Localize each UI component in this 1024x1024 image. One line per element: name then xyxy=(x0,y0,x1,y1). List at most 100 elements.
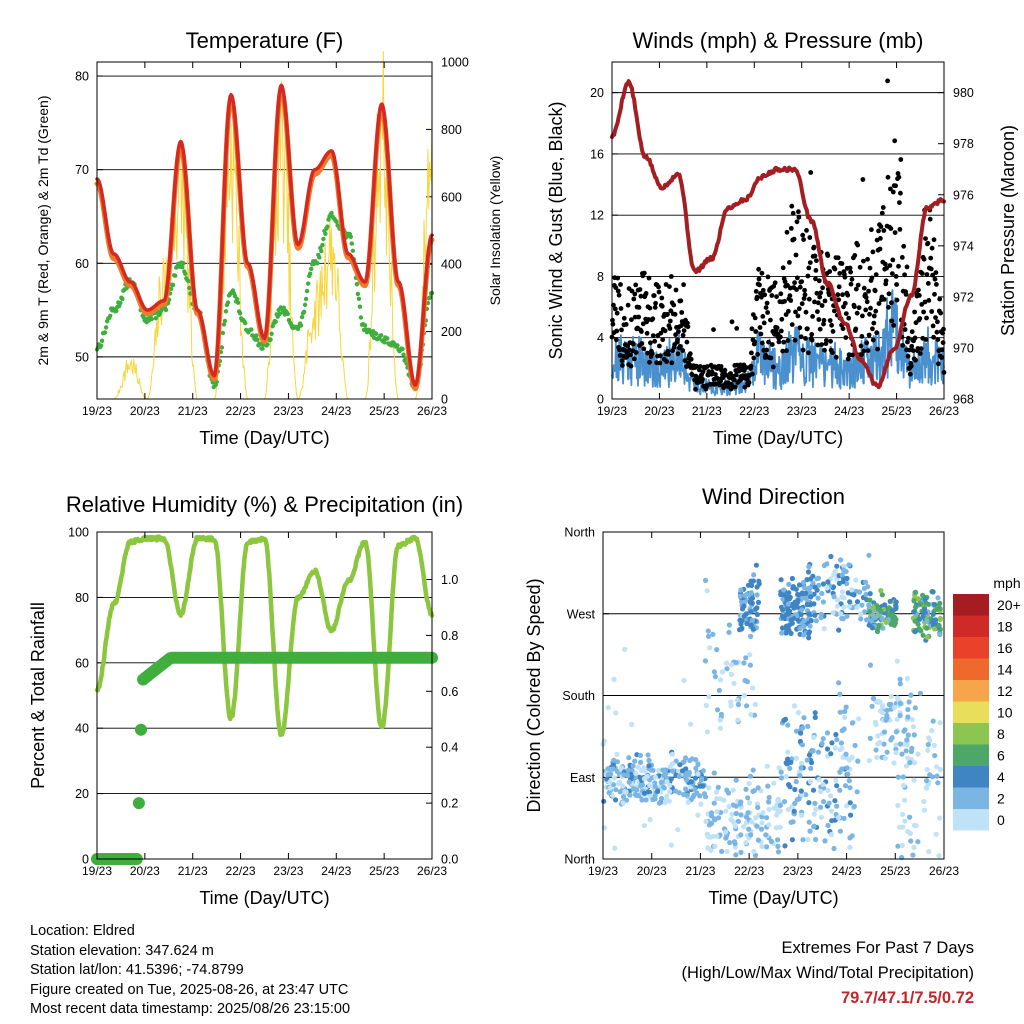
gust-point xyxy=(930,323,936,329)
direction-point xyxy=(793,779,799,785)
gust-point xyxy=(840,292,845,298)
gust-point xyxy=(733,372,739,378)
gust-point xyxy=(667,318,673,324)
direction-point xyxy=(858,611,864,617)
direction-point xyxy=(743,840,749,846)
direction-point xyxy=(808,576,814,582)
direction-point xyxy=(629,721,635,728)
direction-point xyxy=(937,600,943,607)
direction-point xyxy=(793,586,799,592)
direction-point xyxy=(749,582,755,589)
x-tick-label: 19/23 xyxy=(82,864,112,878)
gust-point xyxy=(753,329,759,334)
direction-point xyxy=(698,777,705,783)
direction-point xyxy=(873,721,879,728)
gust-point xyxy=(808,170,814,175)
direction-point xyxy=(808,594,814,600)
y-tick-label-right: 980 xyxy=(953,86,974,100)
gust-point xyxy=(672,311,678,317)
direction-point xyxy=(766,822,772,828)
direction-point xyxy=(773,825,779,831)
direction-point xyxy=(908,838,914,844)
dewpoint-point xyxy=(302,302,308,307)
dewpoint-point xyxy=(306,281,311,286)
direction-point xyxy=(828,793,834,799)
gust-point xyxy=(662,328,668,334)
direction-point xyxy=(737,801,744,807)
gust-point xyxy=(615,275,621,281)
direction-point xyxy=(879,592,885,598)
direction-point xyxy=(824,730,831,736)
dewpoint-point xyxy=(225,300,231,305)
direction-point xyxy=(695,761,701,768)
direction-point xyxy=(846,778,852,784)
dewpoint-point xyxy=(120,296,125,302)
y-tick-label-right: 1.0 xyxy=(441,573,458,587)
direction-point xyxy=(741,824,747,830)
gust-point xyxy=(680,348,686,353)
gust-point xyxy=(878,224,884,230)
x-tick-label: 24/23 xyxy=(321,404,351,418)
y-tick-label: 60 xyxy=(75,257,89,271)
direction-point xyxy=(937,616,943,623)
gust-point xyxy=(908,363,914,369)
direction-point xyxy=(614,751,620,757)
direction-point xyxy=(799,742,806,748)
gust-point xyxy=(873,272,879,277)
direction-point xyxy=(738,812,744,818)
gust-point xyxy=(673,332,678,338)
dewpoint-point xyxy=(349,241,354,246)
gust-point xyxy=(610,321,616,327)
y-tick-label: North xyxy=(564,853,595,867)
direction-point xyxy=(805,836,811,843)
relative-humidity-line xyxy=(94,534,435,738)
gust-point xyxy=(722,367,728,373)
y-tick-label: 8 xyxy=(597,270,604,284)
gust-point xyxy=(906,335,911,341)
direction-point xyxy=(930,718,936,724)
legend-label: 20+ xyxy=(997,597,1021,613)
direction-point xyxy=(832,798,838,804)
gust-point xyxy=(873,308,879,314)
direction-point xyxy=(786,622,792,629)
gust-point xyxy=(845,292,851,298)
dewpoint-point xyxy=(319,248,324,254)
gust-point xyxy=(876,228,881,234)
gust-point xyxy=(800,347,806,353)
dewpoint-point xyxy=(321,236,326,242)
precipitation-point xyxy=(135,723,147,736)
direction-point xyxy=(784,761,790,767)
direction-point xyxy=(675,827,681,833)
direction-point xyxy=(688,721,694,727)
gust-point xyxy=(641,346,647,352)
direction-point xyxy=(637,752,644,759)
gust-point xyxy=(620,363,625,368)
direction-point xyxy=(759,843,765,849)
gust-point xyxy=(835,255,841,261)
direction-point xyxy=(803,590,809,597)
direction-point xyxy=(703,818,709,825)
direction-point xyxy=(805,569,812,575)
gust-point xyxy=(858,343,864,349)
direction-point xyxy=(726,629,732,636)
direction-point xyxy=(777,802,784,809)
gust-point xyxy=(689,372,695,378)
direction-point xyxy=(911,844,917,851)
gust-point xyxy=(832,266,838,272)
direction-point xyxy=(711,669,718,675)
gust-point xyxy=(830,350,835,355)
direction-point xyxy=(748,622,754,628)
direction-point xyxy=(820,781,826,787)
direction-point xyxy=(778,769,784,775)
direction-point xyxy=(786,782,792,788)
y-tick-label: 60 xyxy=(75,656,89,670)
direction-point xyxy=(836,680,842,686)
direction-point xyxy=(812,800,818,807)
dewpoint-point xyxy=(385,336,390,341)
direction-point xyxy=(837,747,843,753)
direction-point xyxy=(750,788,756,795)
direction-point xyxy=(717,677,724,683)
legend-label: 4 xyxy=(997,769,1005,785)
gust-point xyxy=(848,281,854,287)
direction-point xyxy=(752,701,758,708)
